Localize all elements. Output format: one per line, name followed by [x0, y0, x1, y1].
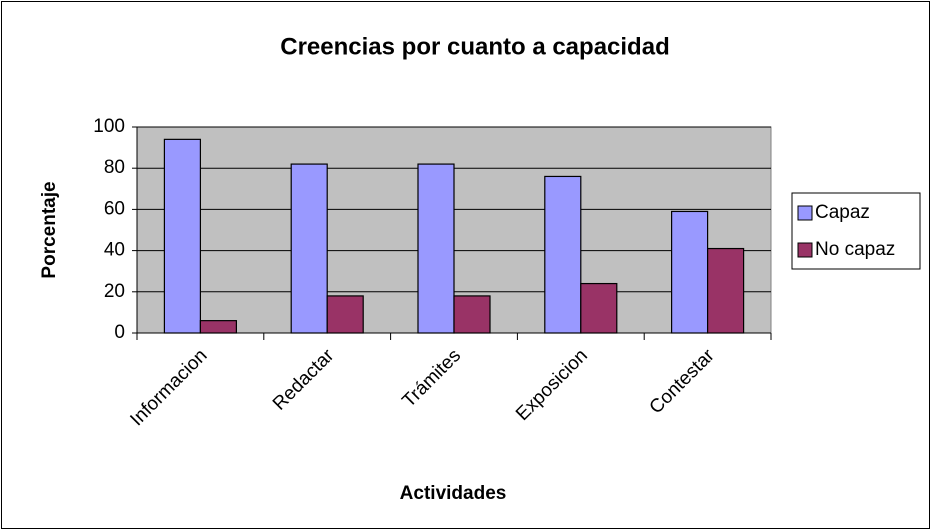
- legend-swatch: [797, 242, 813, 258]
- bar: [199, 320, 237, 334]
- legend-label: No capaz: [815, 239, 895, 260]
- bar: [544, 175, 582, 334]
- y-tick-label: 40: [104, 240, 125, 261]
- y-tick-label: 80: [104, 157, 125, 178]
- bar: [326, 295, 364, 334]
- y-tick-label: 0: [114, 322, 125, 343]
- legend-label: Capaz: [815, 202, 870, 223]
- y-axis-label: Porcentaje: [39, 181, 60, 278]
- bar: [706, 247, 745, 334]
- y-tick-label: 20: [104, 281, 125, 302]
- y-tick-label: 60: [104, 198, 125, 219]
- x-axis-label: Actividades: [400, 483, 507, 504]
- legend: [791, 192, 921, 270]
- bar: [290, 163, 328, 334]
- bar: [580, 282, 618, 334]
- bar: [163, 138, 201, 334]
- legend-swatch: [797, 205, 813, 221]
- chart-title: Creencias por cuanto a capacidad: [280, 33, 669, 60]
- bar: [453, 295, 491, 334]
- y-tick-label: 100: [93, 116, 125, 137]
- bar: [670, 210, 709, 334]
- bar: [417, 163, 455, 334]
